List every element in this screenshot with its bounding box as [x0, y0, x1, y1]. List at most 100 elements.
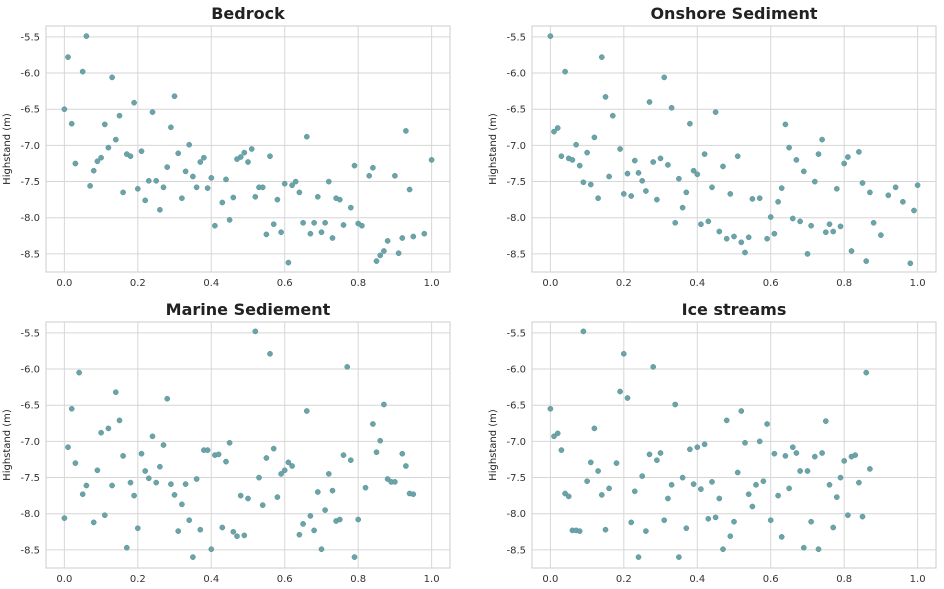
- data-point: [90, 167, 97, 174]
- data-point: [863, 258, 870, 264]
- y-tick-label: -6.0: [506, 69, 526, 80]
- data-point: [620, 191, 627, 197]
- data-point: [547, 405, 554, 412]
- data-point: [643, 528, 649, 534]
- data-point: [208, 546, 215, 553]
- data-point: [705, 515, 712, 522]
- data-point: [123, 544, 130, 551]
- data-point: [120, 453, 126, 459]
- data-point: [775, 198, 781, 205]
- data-point: [190, 554, 196, 560]
- data-point: [186, 141, 193, 148]
- data-point: [676, 175, 682, 182]
- y-tick-label: -6.0: [20, 69, 40, 80]
- data-point: [683, 525, 690, 532]
- data-point: [61, 515, 68, 521]
- data-point: [153, 479, 160, 486]
- data-point: [602, 94, 609, 100]
- data-point: [190, 173, 196, 180]
- plot-frame: [531, 25, 937, 273]
- data-point: [878, 232, 884, 238]
- data-point: [285, 459, 292, 466]
- data-point: [399, 450, 406, 457]
- data-point: [639, 177, 646, 184]
- data-point: [355, 516, 362, 523]
- data-point: [83, 33, 90, 39]
- data-point: [749, 196, 756, 202]
- data-point: [281, 467, 288, 474]
- data-point: [359, 222, 365, 229]
- data-point: [138, 148, 145, 155]
- data-point: [149, 433, 156, 440]
- data-point: [584, 149, 590, 156]
- y-tick-label: -7.0: [506, 141, 526, 152]
- data-point: [377, 437, 384, 444]
- data-point: [157, 206, 163, 213]
- y-tick-label: -7.0: [20, 437, 40, 448]
- data-point: [204, 185, 211, 191]
- x-tick-label: 0.2: [130, 278, 146, 289]
- data-point: [694, 171, 701, 178]
- data-point: [175, 528, 182, 534]
- data-point: [384, 238, 391, 244]
- data-point: [892, 184, 899, 191]
- data-point: [602, 526, 609, 533]
- data-point: [270, 445, 277, 452]
- data-point: [665, 162, 671, 168]
- data-point: [318, 229, 325, 236]
- y-tick-label: -8.0: [20, 213, 40, 224]
- data-point: [786, 485, 792, 492]
- data-point: [716, 495, 723, 502]
- data-point: [270, 221, 277, 228]
- data-point: [112, 389, 119, 396]
- data-point: [351, 162, 358, 169]
- data-point: [381, 401, 387, 408]
- data-point: [595, 195, 601, 202]
- data-point: [661, 74, 668, 81]
- data-point: [182, 168, 189, 175]
- data-point: [591, 425, 598, 432]
- data-point: [127, 153, 134, 160]
- data-point: [613, 460, 620, 466]
- data-point: [830, 524, 837, 531]
- data-point: [558, 447, 565, 453]
- data-point: [554, 430, 561, 437]
- data-point: [245, 495, 251, 502]
- data-point: [171, 93, 178, 100]
- x-tick-label: 0.2: [130, 574, 146, 585]
- data-point: [168, 124, 174, 131]
- data-point: [395, 250, 402, 257]
- data-point: [112, 136, 119, 143]
- data-point: [856, 479, 862, 486]
- data-point: [311, 527, 317, 534]
- data-point: [587, 181, 594, 188]
- data-point: [362, 484, 369, 491]
- data-point: [580, 328, 587, 335]
- x-tick-label: 0.6: [763, 574, 779, 585]
- panel-title: Bedrock: [211, 4, 285, 23]
- y-tick-label: -8.5: [506, 545, 526, 556]
- data-point: [870, 219, 877, 226]
- y-axis-label: Highstand (m): [2, 409, 13, 481]
- ice-streams-panel: -5.5 -6.0 -6.5 -7.0 -7.5 -8.0 -8.5 0.0 0.2 0.4 0.6…: [488, 300, 937, 585]
- data-point: [631, 157, 638, 164]
- y-tick-label: -6.5: [20, 401, 40, 412]
- data-point: [731, 233, 737, 240]
- data-point: [403, 128, 409, 134]
- plot-area: -5.5 -6.0 -6.5 -7.0 -7.5 -8.0 -8.5 0.0 0.2 0.4 0.6…: [20, 25, 451, 289]
- data-point: [116, 417, 123, 424]
- data-point: [237, 492, 244, 499]
- y-axis-label: Highstand (m): [2, 113, 13, 185]
- data-point: [149, 109, 156, 115]
- y-tick-label: -6.0: [20, 365, 40, 376]
- data-point: [819, 136, 825, 143]
- data-point: [403, 463, 409, 469]
- data-point: [789, 444, 796, 451]
- data-point: [639, 473, 646, 479]
- data-point: [370, 421, 376, 427]
- x-tick-label: 1.0: [424, 278, 440, 289]
- y-tick-label: -8.5: [506, 249, 526, 260]
- data-point: [274, 196, 281, 203]
- data-point: [804, 468, 811, 474]
- data-point: [131, 99, 137, 106]
